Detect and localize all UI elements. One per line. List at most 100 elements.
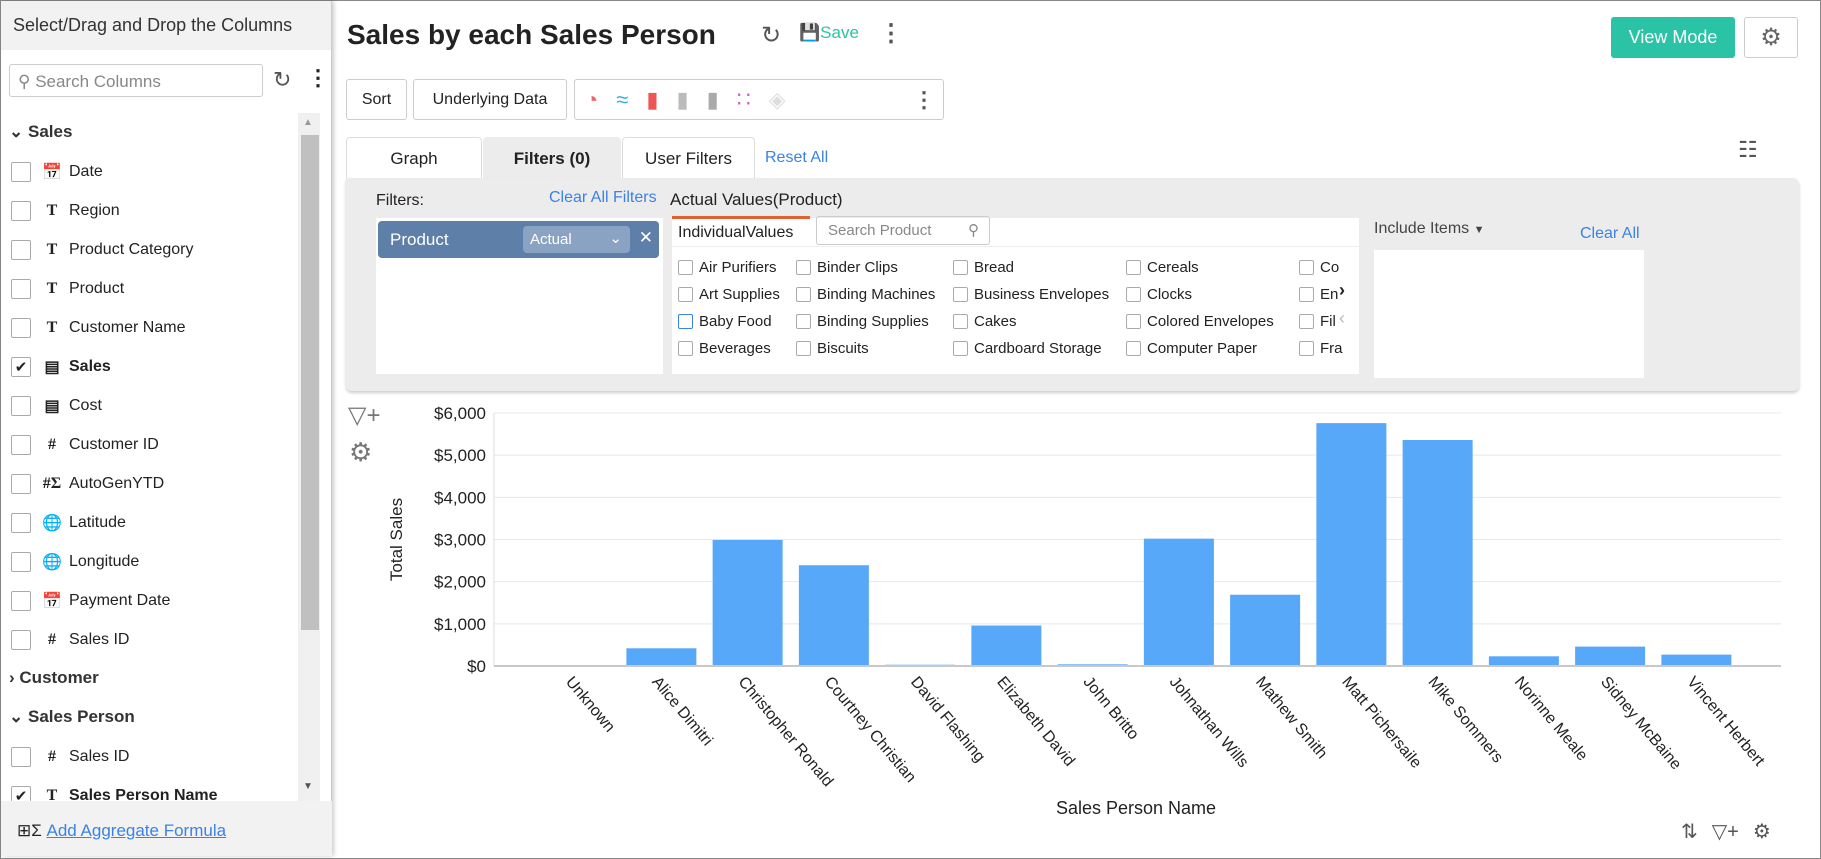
value-option[interactable]: Beverages — [678, 335, 771, 362]
value-option[interactable]: Cereals — [1126, 254, 1199, 281]
view-mode-button[interactable]: View Mode — [1611, 17, 1735, 58]
bar-chart-icon[interactable]: ▮ — [646, 86, 659, 112]
scrollbar-thumb[interactable] — [301, 135, 319, 630]
column-item[interactable]: ✔ T Sales Person Name — [1, 776, 296, 815]
clear-all-filters-link[interactable]: Clear All Filters — [549, 189, 657, 206]
checkbox[interactable] — [11, 200, 31, 221]
chevron-right-icon[interactable]: › — [1339, 280, 1345, 300]
add-filter-icon[interactable]: ▽+ — [1711, 821, 1739, 843]
map-chart-icon[interactable]: ◈ — [768, 86, 786, 112]
column-item[interactable]: T Customer Name — [1, 308, 296, 347]
checkbox[interactable] — [1126, 287, 1141, 302]
group-sales[interactable]: ⌄ Sales — [9, 122, 73, 141]
refresh-icon[interactable]: ↻ — [761, 22, 782, 49]
value-option[interactable]: En — [1299, 281, 1338, 308]
column-item[interactable]: ✔ ▤ Sales — [1, 347, 296, 386]
value-option[interactable]: Clocks — [1126, 281, 1192, 308]
value-option[interactable]: Binding Machines — [796, 281, 935, 308]
column-item[interactable]: 📅 Payment Date — [1, 581, 296, 620]
checkbox[interactable] — [953, 341, 968, 356]
checkbox[interactable] — [1299, 287, 1314, 302]
value-option[interactable]: Air Purifiers — [678, 254, 777, 281]
value-option[interactable]: Colored Envelopes — [1126, 308, 1274, 335]
column-item[interactable]: ▤ Cost — [1, 386, 296, 425]
stacked-bar-icon[interactable]: ▮ — [676, 86, 689, 112]
checkbox[interactable] — [796, 287, 811, 302]
tab-user-filters[interactable]: User Filters — [622, 137, 755, 179]
checkbox[interactable] — [11, 512, 31, 533]
value-option[interactable]: Baby Food — [678, 308, 772, 335]
checkbox[interactable] — [11, 551, 31, 572]
scatter-chart-icon[interactable]: ∷ — [736, 86, 751, 112]
tab-graph[interactable]: Graph — [346, 137, 482, 179]
checkbox[interactable] — [796, 341, 811, 356]
column-item[interactable]: T Region — [1, 191, 296, 230]
column-item[interactable]: T Product — [1, 269, 296, 308]
hierarchy-icon[interactable]: ☷ — [1738, 137, 1758, 162]
value-option[interactable]: Co — [1299, 254, 1339, 281]
settings-button[interactable]: ⚙ — [1744, 17, 1798, 58]
checkbox[interactable] — [11, 473, 31, 494]
bar[interactable] — [1230, 594, 1301, 666]
tab-filters[interactable]: Filters (0) — [483, 137, 621, 179]
value-option[interactable]: Business Envelopes — [953, 281, 1109, 308]
checkbox[interactable] — [1126, 341, 1141, 356]
individual-values-tab[interactable]: IndividualValues — [672, 216, 810, 246]
add-aggregate-formula-link[interactable]: Add Aggregate Formula — [46, 821, 227, 840]
checkbox[interactable] — [1126, 314, 1141, 329]
bar[interactable] — [1316, 423, 1387, 666]
checkbox[interactable] — [11, 395, 31, 416]
checkbox[interactable] — [678, 341, 693, 356]
scrollbar[interactable]: ▲ ▼ — [298, 113, 320, 801]
pie-chart-icon[interactable]: ◔ — [585, 86, 599, 112]
value-option[interactable]: Biscuits — [796, 335, 869, 362]
checkbox[interactable] — [953, 260, 968, 275]
bar[interactable] — [971, 625, 1042, 666]
reset-all-link[interactable]: Reset All — [765, 149, 829, 166]
sort-az-icon[interactable]: ⇅ — [1681, 821, 1698, 843]
checkbox[interactable] — [11, 590, 31, 611]
bar[interactable] — [1143, 538, 1214, 666]
more-icon[interactable]: ⋮ — [913, 86, 935, 112]
gear-icon[interactable]: ⚙ — [349, 437, 373, 467]
bar[interactable] — [798, 565, 869, 666]
value-option[interactable]: Binding Supplies — [796, 308, 929, 335]
column-item[interactable]: # Customer ID — [1, 425, 296, 464]
column-item[interactable]: # Sales ID — [1, 620, 296, 659]
checkbox[interactable] — [11, 629, 31, 650]
column-item[interactable]: T Product Category — [1, 230, 296, 269]
column-item[interactable]: 🌐 Longitude — [1, 542, 296, 581]
clear-all-link[interactable]: Clear All — [1580, 225, 1640, 242]
filter-mode-dropdown[interactable]: Actual ⌄ — [523, 226, 630, 253]
checkbox[interactable] — [11, 239, 31, 260]
checkbox[interactable] — [11, 317, 31, 338]
bar[interactable] — [626, 648, 697, 666]
grouped-bar-icon[interactable]: ▮ — [706, 86, 719, 112]
value-option[interactable]: Art Supplies — [678, 281, 780, 308]
checkbox[interactable] — [1299, 260, 1314, 275]
bar[interactable] — [1488, 656, 1559, 666]
checkbox[interactable] — [11, 746, 31, 767]
search-columns-input[interactable]: ⚲ Search Columns — [9, 64, 263, 97]
save-button[interactable]: 💾Save — [799, 23, 859, 42]
checkbox[interactable] — [796, 314, 811, 329]
checkbox[interactable]: ✔ — [11, 356, 31, 377]
checkbox[interactable] — [11, 434, 31, 455]
include-items-dropdown[interactable]: Include Items ▼ — [1374, 220, 1485, 237]
column-item[interactable]: # Sales ID — [1, 737, 296, 776]
checkbox[interactable] — [1299, 314, 1314, 329]
checkbox[interactable] — [953, 314, 968, 329]
bar[interactable] — [1402, 439, 1473, 666]
checkbox[interactable] — [678, 287, 693, 302]
checkbox[interactable] — [1299, 341, 1314, 356]
column-item[interactable]: 🌐 Latitude — [1, 503, 296, 542]
value-option[interactable]: Cakes — [953, 308, 1017, 335]
line-chart-icon[interactable]: ≈ — [616, 86, 629, 112]
value-option[interactable]: Fil — [1299, 308, 1336, 335]
value-option[interactable]: Computer Paper — [1126, 335, 1257, 362]
more-icon[interactable]: ⋮ — [307, 65, 329, 90]
bar[interactable] — [1575, 646, 1646, 666]
gear-icon[interactable]: ⚙ — [1752, 821, 1771, 843]
value-option[interactable]: Fra — [1299, 335, 1343, 362]
chevron-left-icon[interactable]: ‹ — [1339, 308, 1345, 328]
